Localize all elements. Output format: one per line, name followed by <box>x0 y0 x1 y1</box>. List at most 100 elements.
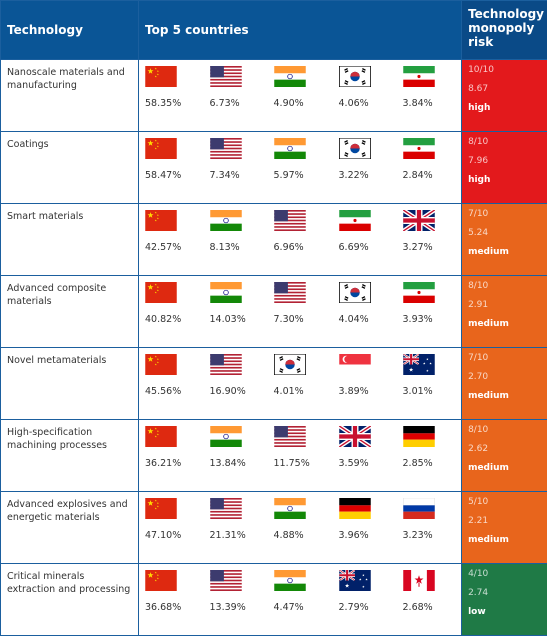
technology-name: Coatings <box>1 132 139 204</box>
country-cell: 13.84% <box>204 420 268 492</box>
flag-part <box>210 570 224 581</box>
flag <box>145 354 177 375</box>
country-cell: 58.47% <box>139 132 204 204</box>
flag-part <box>210 282 242 289</box>
flag <box>145 282 177 303</box>
country-cell: 3.89% <box>333 348 397 420</box>
country-share: 3.27% <box>403 242 433 253</box>
country-share: 58.47% <box>145 170 181 181</box>
country-cell: 4.47% <box>268 564 333 636</box>
flag <box>339 282 371 303</box>
flag-part <box>210 354 224 365</box>
table-row: High-specification machining processes 36… <box>1 420 547 492</box>
flag <box>339 570 371 591</box>
flag-part <box>210 586 242 588</box>
country-cell: 36.21% <box>139 420 204 492</box>
flag-part <box>274 584 306 591</box>
risk-index: 7.96 <box>468 152 541 171</box>
country-cell: 36.68% <box>139 564 204 636</box>
flag <box>210 426 242 447</box>
country-cell: 2.85% <box>397 420 462 492</box>
country-share: 3.01% <box>403 386 433 397</box>
flag-part <box>353 219 356 222</box>
country-share: 6.69% <box>339 242 369 253</box>
flag-part <box>210 426 242 433</box>
flag-part <box>344 356 351 363</box>
flag-part <box>403 152 435 159</box>
flag <box>274 426 306 447</box>
flag-part <box>210 517 242 519</box>
flag-part <box>418 583 419 587</box>
risk-level: low <box>468 603 541 622</box>
flag-part <box>274 152 306 159</box>
flag-part <box>145 282 177 303</box>
country-share: 47.10% <box>145 530 181 541</box>
country-cell: 3.59% <box>333 420 397 492</box>
flag-part <box>210 82 242 84</box>
flag-part <box>274 282 288 293</box>
flag-part <box>403 296 435 303</box>
flag-part <box>403 512 435 519</box>
country-cell: 7.34% <box>204 132 268 204</box>
country-share: 2.84% <box>403 170 433 181</box>
flag-part <box>274 439 306 441</box>
flag-part <box>210 210 242 217</box>
flag-part <box>274 295 306 297</box>
header-risk: Technology monopoly risk <box>462 1 547 60</box>
flag-part <box>274 442 306 444</box>
country-share: 36.21% <box>145 458 181 469</box>
risk-index: 2.62 <box>468 440 541 459</box>
flag-part <box>210 511 242 513</box>
flag <box>403 354 435 375</box>
country-cell: 7.30% <box>268 276 333 348</box>
risk-score: 5/10 <box>468 493 541 512</box>
risk-index: 2.21 <box>468 512 541 531</box>
country-cell: 42.57% <box>139 204 204 276</box>
country-share: 21.31% <box>210 530 246 541</box>
technology-name: Smart materials <box>1 204 139 276</box>
country-share: 8.13% <box>210 242 240 253</box>
country-cell: 16.90% <box>204 348 268 420</box>
country-share: 4.06% <box>339 98 369 109</box>
flag-part <box>274 226 306 228</box>
country-share: 40.82% <box>145 314 181 325</box>
risk-index: 8.67 <box>468 80 541 99</box>
country-cell: 4.90% <box>268 60 333 132</box>
risk-score: 10/10 <box>468 61 541 80</box>
country-share: 4.04% <box>339 314 369 325</box>
flag-part <box>403 570 411 591</box>
flag <box>145 498 177 519</box>
country-cell: 3.84% <box>397 60 462 132</box>
flag <box>145 66 177 87</box>
flag-part <box>210 583 242 585</box>
country-share: 3.93% <box>403 314 433 325</box>
country-cell: 3.22% <box>333 132 397 204</box>
technology-name: Advanced composite materials <box>1 276 139 348</box>
flag-part <box>210 224 242 231</box>
flag-part <box>274 138 306 145</box>
country-cell: 14.03% <box>204 276 268 348</box>
flag <box>403 282 435 303</box>
header-row: Technology Top 5 countries Technology mo… <box>1 1 547 60</box>
country-cell: 4.04% <box>333 276 397 348</box>
flag-part <box>210 154 242 156</box>
flag-part <box>274 301 306 303</box>
flag <box>274 354 306 375</box>
country-cell: 2.84% <box>397 132 462 204</box>
country-cell: 47.10% <box>139 492 204 564</box>
flag <box>145 210 177 231</box>
technology-name: High-specification machining processes <box>1 420 139 492</box>
flag-part <box>339 210 371 217</box>
flag-part <box>403 80 435 87</box>
flag-part <box>403 282 435 289</box>
country-share: 3.22% <box>339 170 369 181</box>
flag-part <box>426 570 434 591</box>
country-cell: 3.23% <box>397 492 462 564</box>
